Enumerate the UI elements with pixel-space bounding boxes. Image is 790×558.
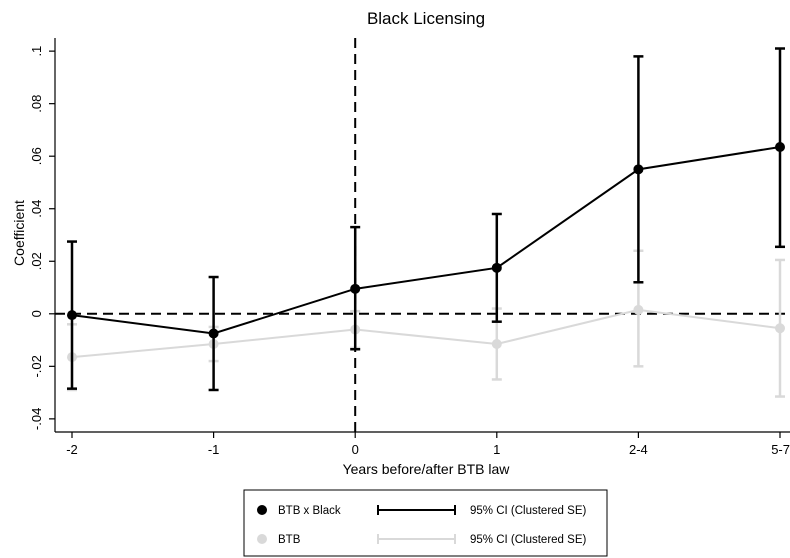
legend-marker-btb-x-black xyxy=(257,505,267,515)
legend: BTB x Black 95% CI (Clustered SE) BTB 95… xyxy=(243,489,608,557)
data-point xyxy=(350,283,361,294)
data-point xyxy=(633,304,644,315)
legend-ci-bar-gray xyxy=(377,534,456,544)
x-tick-label: -1 xyxy=(208,442,220,457)
data-point xyxy=(208,328,219,339)
x-tick-label: 0 xyxy=(352,442,359,457)
x-tick-label: -2 xyxy=(66,442,78,457)
legend-ci-label-black: 95% CI (Clustered SE) xyxy=(470,505,586,517)
series-line xyxy=(71,146,781,335)
legend-ci-label-gray: 95% CI (Clustered SE) xyxy=(470,534,586,546)
x-axis-label: Years before/after BTB law xyxy=(343,461,511,477)
data-point xyxy=(491,262,502,273)
data-point xyxy=(775,323,785,334)
legend-label-btb-x-black: BTB x Black xyxy=(278,505,341,517)
series-line xyxy=(71,308,781,359)
series-layer xyxy=(67,47,785,398)
y-tick-label: .08 xyxy=(29,95,44,113)
legend-label-btb: BTB xyxy=(278,534,301,546)
data-point xyxy=(491,339,502,350)
legend-ci-bar-black xyxy=(377,505,456,515)
y-axis-label: Coefficient xyxy=(11,200,27,266)
series-0 xyxy=(67,249,785,398)
data-point xyxy=(633,164,644,175)
y-tick-label: .02 xyxy=(29,252,44,270)
y-tick-label: 0 xyxy=(29,310,44,317)
data-point xyxy=(775,142,785,153)
series-1 xyxy=(67,47,785,392)
y-axis-ticks: -.04 -.02 0 .02 .04 .06 .08 .1 xyxy=(29,46,55,430)
legend-marker-btb xyxy=(257,534,267,544)
x-tick-label: 5-7 xyxy=(771,442,790,457)
legend-box xyxy=(243,489,608,557)
x-tick-label: 2-4 xyxy=(629,442,648,457)
y-tick-label: .06 xyxy=(29,147,44,165)
y-tick-label: -.04 xyxy=(29,408,44,430)
x-tick-label: 1 xyxy=(493,442,500,457)
y-tick-label: -.02 xyxy=(29,355,44,377)
data-point xyxy=(67,310,77,321)
x-axis-ticks: -2 -1 0 1 2-4 5-7 xyxy=(66,432,790,457)
y-tick-label: .04 xyxy=(29,200,44,218)
chart-title: Black Licensing xyxy=(367,9,485,28)
y-tick-label: .1 xyxy=(29,46,44,57)
